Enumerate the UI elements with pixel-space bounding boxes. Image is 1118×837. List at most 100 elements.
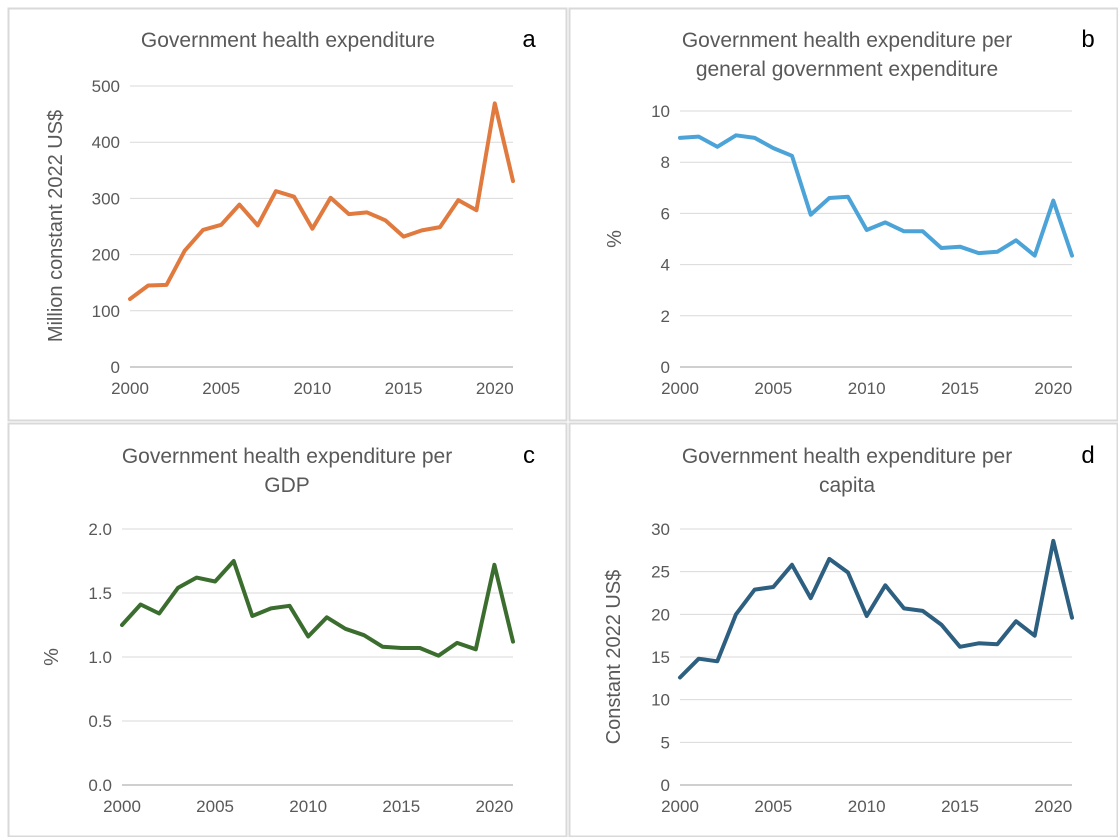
data-point-d-2001 (697, 657, 701, 661)
chart-panel-a: 0 100 200 300 400 500 2000 2005 2010 2015 2020 Gove… (7, 7, 568, 422)
data-point-c-2018 (455, 641, 459, 645)
chart-title-line: GDP (264, 474, 310, 497)
data-point-c-2017 (437, 654, 441, 658)
x-tick-label: 2010 (293, 379, 331, 398)
data-point-a-2013 (365, 210, 369, 214)
data-point-d-2021 (1070, 616, 1074, 620)
data-point-c-2000 (120, 623, 124, 627)
series-line-c (120, 559, 515, 658)
data-point-d-2009 (846, 571, 850, 575)
y-tick-label: 8 (661, 153, 670, 172)
series-line-d (678, 538, 1074, 680)
data-point-d-2010 (865, 614, 869, 618)
y-tick-label: 500 (92, 77, 120, 96)
data-point-d-2000 (678, 675, 682, 679)
data-point-a-2017 (438, 225, 442, 229)
data-point-a-2011 (329, 196, 333, 200)
panel-border-b (568, 7, 1118, 422)
data-point-b-2020 (1051, 199, 1055, 203)
data-point-a-2005 (219, 223, 223, 227)
panel-letter: c (523, 442, 535, 469)
y-tick-label: 1.0 (88, 648, 112, 667)
x-tick-label: 2005 (754, 379, 792, 398)
y-tick-label: 5 (661, 733, 670, 752)
x-tick-label: 2000 (103, 797, 141, 816)
data-point-a-2009 (292, 195, 296, 199)
x-tick-label: 2015 (941, 797, 979, 816)
y-tick-label: 0.5 (88, 712, 112, 731)
x-tick-label: 2000 (661, 379, 699, 398)
y-tick-label: 100 (92, 302, 120, 321)
data-point-d-2008 (827, 557, 831, 561)
data-point-b-2008 (827, 196, 831, 200)
data-point-c-2014 (381, 645, 385, 649)
chart-title-line: Government health expenditure per (682, 445, 1012, 468)
chart-panel-b: 0 2 4 6 8 10 2000 2005 2010 2015 2020 Government he… (568, 7, 1118, 422)
data-point-c-2021 (511, 640, 515, 644)
data-point-c-2006 (232, 559, 236, 563)
data-point-a-2019 (475, 208, 479, 212)
x-tick-label: 2020 (1034, 379, 1072, 398)
data-point-d-2019 (1033, 634, 1037, 638)
x-tick-label: 2010 (289, 797, 327, 816)
y-tick-label: 0 (111, 358, 120, 377)
x-tick-label: 2015 (382, 797, 420, 816)
data-point-d-2002 (715, 659, 719, 663)
y-tick-label: 200 (92, 246, 120, 265)
data-point-b-2013 (921, 229, 925, 233)
chart-panel-c: 0.0 0.5 1.0 1.5 2.0 2000 2005 2010 2015 2020 Gover… (7, 422, 568, 837)
data-point-c-2013 (362, 633, 366, 637)
data-point-b-2003 (734, 133, 738, 137)
y-axis-label: Million constant 2022 US$ (45, 110, 67, 342)
data-point-a-2000 (128, 297, 132, 301)
data-point-b-2015 (958, 245, 962, 249)
y-tick-label: 300 (92, 189, 120, 208)
y-tick-label: 400 (92, 133, 120, 152)
y-axis-label: Constant 2022 US$ (603, 570, 625, 745)
y-tick-label: 6 (661, 204, 670, 223)
data-point-b-2017 (995, 250, 999, 254)
data-point-c-2005 (213, 579, 217, 583)
data-point-d-2017 (995, 642, 999, 646)
y-tick-label: 20 (651, 605, 670, 624)
y-tick-label: 0.0 (88, 776, 112, 795)
data-point-a-2010 (310, 227, 314, 231)
x-tick-label: 2000 (661, 797, 699, 816)
data-point-d-2015 (958, 645, 962, 649)
y-tick-label: 2.0 (88, 520, 112, 539)
data-point-b-2007 (809, 213, 813, 217)
y-tick-label: 25 (651, 563, 670, 582)
data-point-c-2003 (176, 586, 180, 590)
data-point-d-2006 (790, 563, 794, 567)
data-point-b-2005 (771, 146, 775, 150)
data-point-a-2020 (493, 101, 497, 105)
data-point-a-2021 (511, 179, 515, 183)
data-point-b-2004 (753, 136, 757, 140)
data-point-b-2001 (697, 135, 701, 139)
data-point-b-2000 (678, 136, 682, 140)
data-point-c-2012 (343, 627, 347, 631)
data-point-c-2007 (250, 614, 254, 618)
series-line-b (678, 133, 1074, 258)
y-tick-label: 30 (651, 520, 670, 539)
x-tick-label: 2005 (754, 797, 792, 816)
x-tick-label: 2010 (848, 797, 886, 816)
panel-letter: b (1081, 26, 1094, 53)
y-tick-label: 1.5 (88, 584, 112, 603)
data-point-d-2014 (939, 623, 943, 627)
data-point-d-2003 (734, 612, 738, 616)
data-point-c-2015 (399, 646, 403, 650)
data-point-a-2002 (164, 283, 168, 287)
data-point-a-2015 (402, 235, 406, 239)
data-point-c-2010 (306, 635, 310, 639)
chart-panel-d: 0 5 10 15 20 25 30 2000 2005 2010 2015 2020 Governme… (568, 422, 1118, 837)
x-tick-label: 2000 (111, 379, 149, 398)
panel-letter: a (522, 26, 536, 53)
data-point-b-2014 (939, 246, 943, 250)
data-point-b-2018 (1014, 238, 1018, 242)
x-tick-label: 2005 (202, 379, 240, 398)
y-tick-label: 0 (661, 358, 670, 377)
data-point-a-2008 (274, 189, 278, 193)
x-tick-label: 2020 (476, 379, 514, 398)
data-point-b-2006 (790, 154, 794, 158)
